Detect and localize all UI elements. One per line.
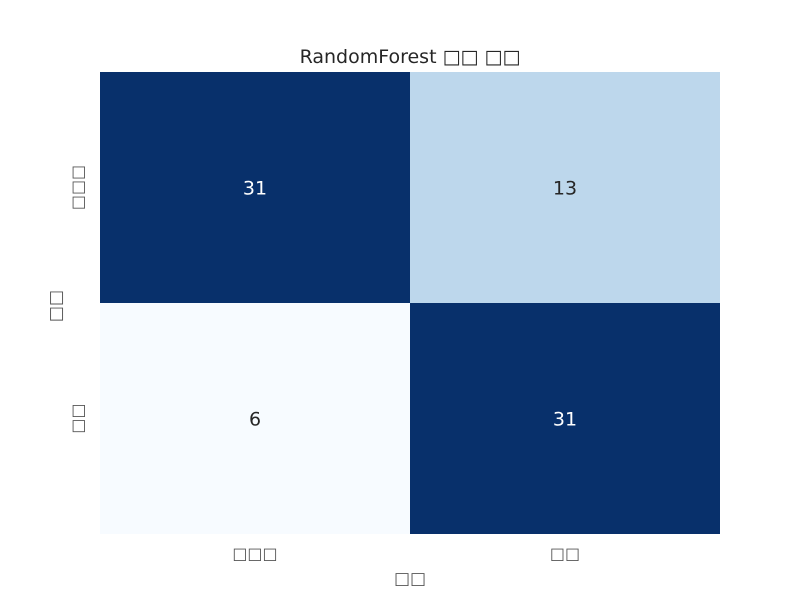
heatmap-cell-r1-c0 bbox=[100, 303, 410, 534]
cell-value-r0-c1: 13 bbox=[553, 178, 577, 200]
cell-value-r1-c0: 6 bbox=[249, 409, 261, 431]
x-tick-label-1: □□ bbox=[550, 544, 580, 563]
chart-title: RandomForest □□ □□ bbox=[300, 46, 521, 68]
x-axis-label: □□ bbox=[394, 569, 426, 589]
x-axis-ticks: □□□ □□ bbox=[232, 544, 580, 563]
cell-value-r0-c0: 31 bbox=[243, 178, 267, 200]
cell-value-r1-c1: 31 bbox=[553, 409, 577, 431]
y-tick-label-1: □□ bbox=[68, 403, 87, 433]
y-axis-label: □□ bbox=[46, 290, 66, 322]
heatmap-cell-r1-c1 bbox=[410, 303, 720, 534]
heatmap-cell-labels: 31 13 6 31 bbox=[243, 178, 577, 431]
heatmap-cell-r0-c0 bbox=[100, 72, 410, 303]
x-tick-label-0: □□□ bbox=[232, 544, 277, 563]
y-axis-ticks: □□□□□ bbox=[68, 165, 87, 434]
y-tick-label-0: □□□ bbox=[68, 165, 87, 210]
heatmap-cell-r0-c1 bbox=[410, 72, 720, 303]
heatmap-cells bbox=[100, 72, 720, 534]
